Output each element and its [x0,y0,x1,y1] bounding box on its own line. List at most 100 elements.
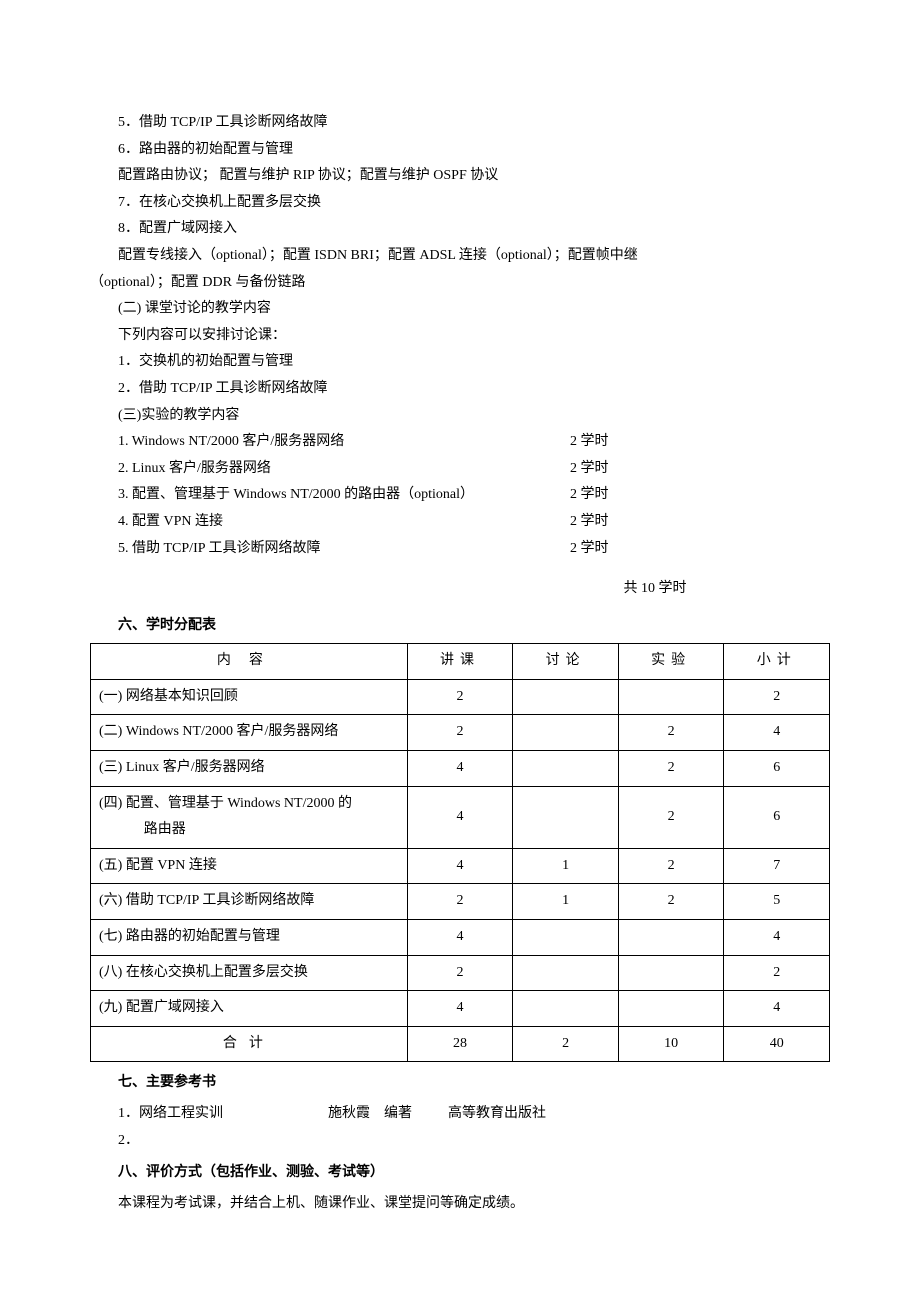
experiment-hours: 2 学时 [570,482,650,509]
row-lab-cell: 2 [618,751,724,787]
row-lab-cell [618,991,724,1027]
body-line: 1．交换机的初始配置与管理 [90,349,830,376]
col-header-lecture: 讲课 [407,644,513,680]
row-label-cell: (二) Windows NT/2000 客户/服务器网络 [91,715,408,751]
row-lab-cell: 2 [618,715,724,751]
row-label-cell: (四) 配置、管理基于 Windows NT/2000 的路由器 [91,786,408,848]
row-label-cell: (三) Linux 客户/服务器网络 [91,751,408,787]
reference-row: 2． [90,1128,830,1155]
table-row: (一) 网络基本知识回顾22 [91,679,830,715]
experiment-row: 5. 借助 TCP/IP 工具诊断网络故障2 学时 [90,536,830,563]
row-lecture-cell: 4 [407,786,513,848]
section-7-title: 七、主要参考书 [90,1070,830,1097]
row-lab-cell: 2 [618,884,724,920]
row-discussion-cell: 1 [513,848,619,884]
body-line: 5．借助 TCP/IP 工具诊断网络故障 [90,110,830,137]
experiment-row: 3. 配置、管理基于 Windows NT/2000 的路由器（optional… [90,482,830,509]
body-line: 6．路由器的初始配置与管理 [90,137,830,164]
total-subtotal-cell: 40 [724,1026,830,1062]
row-subtotal-cell: 4 [724,991,830,1027]
row-discussion-cell [513,715,619,751]
experiment-hours: 2 学时 [570,429,650,456]
row-label-cell: (五) 配置 VPN 连接 [91,848,408,884]
col-header-discussion: 讨论 [513,644,619,680]
row-discussion-cell: 1 [513,884,619,920]
table-row: (二) Windows NT/2000 客户/服务器网络224 [91,715,830,751]
table-row: (三) Linux 客户/服务器网络4 26 [91,751,830,787]
row-label-cell: (七) 路由器的初始配置与管理 [91,920,408,956]
body-line: 2．借助 TCP/IP 工具诊断网络故障 [90,376,830,403]
total-lab-cell: 10 [618,1026,724,1062]
row-subtotal-cell: 2 [724,955,830,991]
table-row: (八) 在核心交换机上配置多层交换22 [91,955,830,991]
row-lab-cell [618,920,724,956]
row-lecture-cell: 2 [407,884,513,920]
experiment-label: 3. 配置、管理基于 Windows NT/2000 的路由器（optional… [90,482,570,509]
reference-publisher: 高等教育出版社 [420,1101,830,1128]
body-line: 下列内容可以安排讨论课： [90,323,830,350]
body-text-block: 5．借助 TCP/IP 工具诊断网络故障6．路由器的初始配置与管理配置路由协议；… [90,110,830,429]
table-row: (四) 配置、管理基于 Windows NT/2000 的路由器4 26 [91,786,830,848]
body-line: (三)实验的教学内容 [90,403,830,430]
row-lab-cell [618,679,724,715]
references-list: 1．网络工程实训施秋霞 编著高等教育出版社2． [90,1101,830,1154]
row-subtotal-cell: 5 [724,884,830,920]
col-header-content: 内容 [91,644,408,680]
experiment-label: 2. Linux 客户/服务器网络 [90,456,570,483]
row-lab-cell: 2 [618,848,724,884]
col-header-lab: 实验 [618,644,724,680]
row-lecture-cell: 4 [407,920,513,956]
experiment-label: 4. 配置 VPN 连接 [90,509,570,536]
experiment-hours: 2 学时 [570,456,650,483]
row-label-cell: (六) 借助 TCP/IP 工具诊断网络故障 [91,884,408,920]
experiment-row: 1. Windows NT/2000 客户/服务器网络2 学时 [90,429,830,456]
experiment-row: 2. Linux 客户/服务器网络2 学时 [90,456,830,483]
experiments-list: 1. Windows NT/2000 客户/服务器网络2 学时2. Linux … [90,429,830,562]
row-subtotal-cell: 6 [724,751,830,787]
experiment-hours: 2 学时 [570,536,650,563]
total-discussion-cell: 2 [513,1026,619,1062]
total-hours-line: 共 10 学时 [480,576,830,603]
row-label-cell: (九) 配置广域网接入 [91,991,408,1027]
row-subtotal-cell: 6 [724,786,830,848]
body-line: 配置专线接入（optional）；配置 ISDN BRI；配置 ADSL 连接（… [90,243,830,270]
row-subtotal-cell: 2 [724,679,830,715]
section-6-title: 六、学时分配表 [90,613,830,640]
hours-allocation-table: 内容 讲课 讨论 实验 小计 (一) 网络基本知识回顾22(二) Windows… [90,643,830,1062]
row-discussion-cell [513,786,619,848]
row-lecture-cell: 2 [407,955,513,991]
row-discussion-cell [513,920,619,956]
row-lecture-cell: 4 [407,848,513,884]
experiment-row: 4. 配置 VPN 连接2 学时 [90,509,830,536]
row-label-cell: (一) 网络基本知识回顾 [91,679,408,715]
row-discussion-cell [513,991,619,1027]
row-discussion-cell [513,679,619,715]
row-subtotal-cell: 7 [724,848,830,884]
row-lecture-cell: 4 [407,751,513,787]
experiment-hours: 2 学时 [570,509,650,536]
total-label-cell: 合计 [91,1026,408,1062]
experiment-label: 1. Windows NT/2000 客户/服务器网络 [90,429,570,456]
row-lecture-cell: 2 [407,715,513,751]
reference-title: 2． [90,1128,300,1155]
section-8-body: 本课程为考试课，并结合上机、随课作业、课堂提问等确定成绩。 [90,1191,830,1218]
row-lab-cell: 2 [618,786,724,848]
body-line: （optional）；配置 DDR 与备份链路 [90,270,830,297]
col-header-subtotal: 小计 [724,644,830,680]
reference-author: 施秋霞 编著 [300,1101,420,1128]
table-row: (九) 配置广域网接入44 [91,991,830,1027]
body-line: 7．在核心交换机上配置多层交换 [90,190,830,217]
row-discussion-cell [513,751,619,787]
reference-title: 1．网络工程实训 [90,1101,300,1128]
row-lecture-cell: 4 [407,991,513,1027]
body-line: 配置路由协议； 配置与维护 RIP 协议；配置与维护 OSPF 协议 [90,163,830,190]
table-row: (六) 借助 TCP/IP 工具诊断网络故障2125 [91,884,830,920]
row-lecture-cell: 2 [407,679,513,715]
table-row: (五) 配置 VPN 连接4127 [91,848,830,884]
table-row: (七) 路由器的初始配置与管理44 [91,920,830,956]
row-subtotal-cell: 4 [724,715,830,751]
reference-row: 1．网络工程实训施秋霞 编著高等教育出版社 [90,1101,830,1128]
section-8-title: 八、评价方式（包括作业、测验、考试等） [90,1160,830,1187]
body-line: (二) 课堂讨论的教学内容 [90,296,830,323]
row-label-cell: (八) 在核心交换机上配置多层交换 [91,955,408,991]
